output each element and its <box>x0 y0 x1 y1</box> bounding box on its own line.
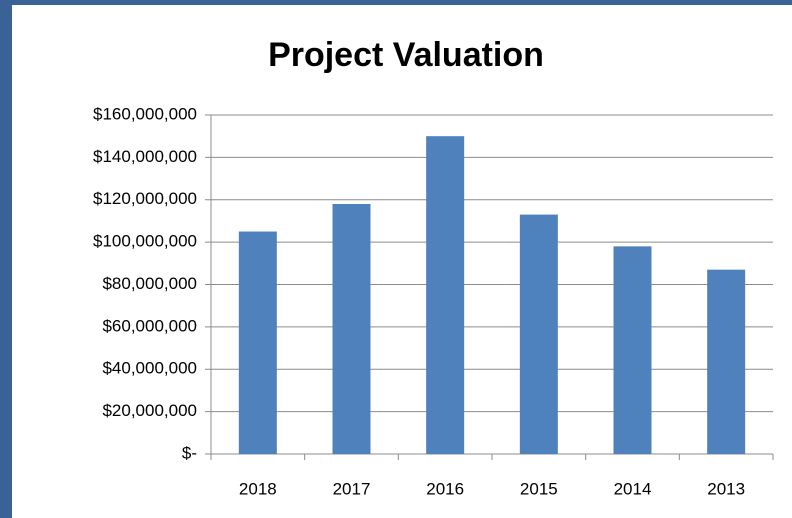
bar <box>426 136 465 454</box>
x-tick-label: 2017 <box>333 479 371 498</box>
chart-area <box>12 5 792 518</box>
x-tick-label: 2014 <box>614 479 652 498</box>
y-tick-label: $120,000,000 <box>93 189 197 208</box>
bar <box>613 246 652 454</box>
bar <box>707 269 746 454</box>
chart-title: Project Valuation <box>268 36 544 74</box>
y-tick-label: $20,000,000 <box>102 401 197 420</box>
x-tick-label: 2018 <box>239 479 277 498</box>
y-tick-label: $140,000,000 <box>93 147 197 166</box>
x-tick-label: 2013 <box>707 479 745 498</box>
y-tick-label: $- <box>182 443 197 462</box>
y-tick-label: $100,000,000 <box>93 232 197 251</box>
y-tick-label: $40,000,000 <box>102 359 197 378</box>
bar <box>238 231 277 454</box>
y-tick-label: $160,000,000 <box>93 104 197 123</box>
y-tick-label: $60,000,000 <box>102 316 197 335</box>
y-tick-label: $80,000,000 <box>102 274 197 293</box>
bar <box>519 214 558 454</box>
x-tick-label: 2015 <box>520 479 558 498</box>
x-tick-label: 2016 <box>426 479 464 498</box>
bar <box>332 203 371 454</box>
